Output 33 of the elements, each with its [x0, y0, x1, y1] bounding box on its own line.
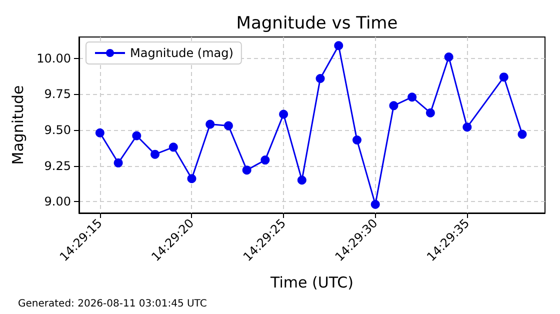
- y-tick-label: 10.00: [36, 51, 71, 66]
- point: [389, 101, 398, 110]
- chart-title: Magnitude vs Time: [236, 14, 398, 34]
- point: [132, 131, 142, 140]
- x-axis-title: Time (UTC): [270, 274, 354, 292]
- point: [206, 120, 215, 129]
- point: [279, 110, 288, 119]
- point: [408, 92, 417, 102]
- point: [168, 142, 178, 152]
- point: [242, 166, 252, 175]
- y-tick-label: 9.00: [44, 194, 71, 209]
- text: Generated: 2026-08-11 03:01:45 UTC: [18, 298, 207, 310]
- point: [370, 200, 380, 209]
- point: [297, 176, 306, 185]
- point: [316, 74, 325, 83]
- y-axis-title: Magnitude: [9, 85, 28, 165]
- point: [352, 136, 362, 145]
- point: [224, 121, 233, 130]
- legend-label: Magnitude (mag): [130, 46, 234, 60]
- point: [187, 174, 196, 184]
- point: [114, 158, 123, 168]
- point: [260, 156, 270, 165]
- point: [462, 122, 472, 132]
- point: [426, 108, 435, 118]
- y-tick-label: 9.50: [44, 123, 71, 138]
- point: [334, 41, 344, 50]
- point: [150, 150, 160, 159]
- point: [499, 72, 508, 82]
- point: [518, 130, 527, 139]
- point: [444, 52, 454, 62]
- y-tick-label: 9.75: [44, 87, 71, 102]
- y-tick-label: 9.25: [44, 158, 71, 173]
- point: [95, 128, 104, 138]
